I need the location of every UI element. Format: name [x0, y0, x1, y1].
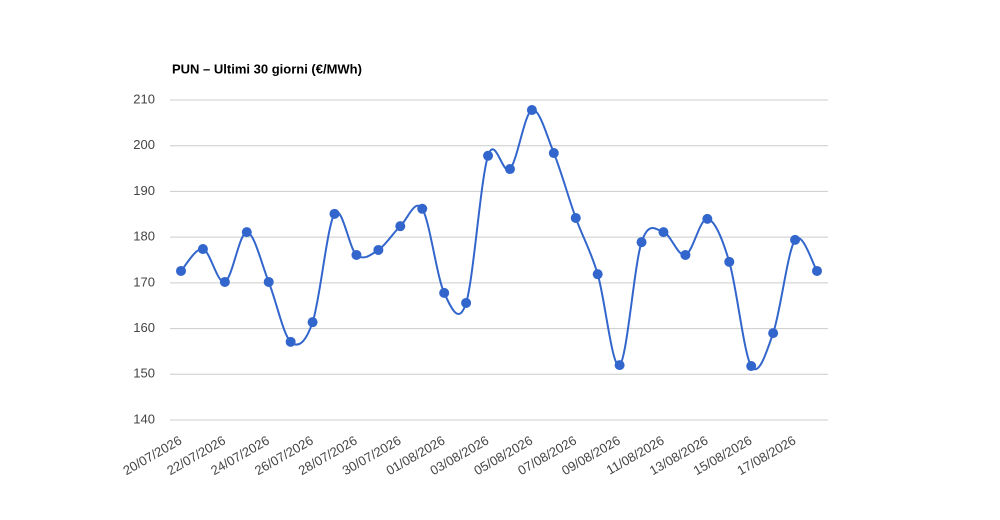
point	[351, 249, 362, 260]
y-tick-label: 180	[133, 229, 155, 244]
point	[241, 227, 252, 238]
point	[614, 360, 625, 371]
point	[570, 212, 581, 223]
point	[483, 150, 494, 161]
point	[548, 148, 559, 159]
point	[373, 244, 384, 255]
y-tick-label: 140	[133, 411, 155, 426]
point	[680, 249, 691, 260]
point	[812, 265, 822, 276]
point	[724, 256, 735, 267]
y-tick-label: 190	[133, 183, 155, 198]
point	[592, 269, 603, 280]
point	[658, 227, 669, 238]
y-tick-label: 150	[133, 366, 155, 381]
point	[790, 234, 801, 245]
point	[417, 203, 428, 214]
point	[702, 213, 713, 224]
point	[307, 317, 318, 328]
point	[746, 361, 757, 372]
point	[636, 237, 647, 248]
point	[263, 276, 274, 287]
point	[768, 328, 779, 339]
point	[439, 287, 450, 298]
y-tick-label: 200	[133, 137, 155, 152]
point	[329, 208, 340, 219]
line	[180, 109, 818, 370]
point	[197, 244, 208, 255]
point	[461, 297, 472, 308]
point	[504, 164, 515, 175]
point	[526, 105, 537, 116]
y-tick-label: 210	[133, 91, 155, 106]
point	[219, 276, 230, 287]
y-tick-label: 160	[133, 320, 155, 335]
point	[395, 221, 406, 232]
chart-title: PUN – Ultimi 30 giorni (€/MWh)	[172, 61, 362, 76]
point	[285, 336, 296, 347]
point	[176, 265, 186, 276]
y-tick-label: 170	[133, 274, 155, 289]
